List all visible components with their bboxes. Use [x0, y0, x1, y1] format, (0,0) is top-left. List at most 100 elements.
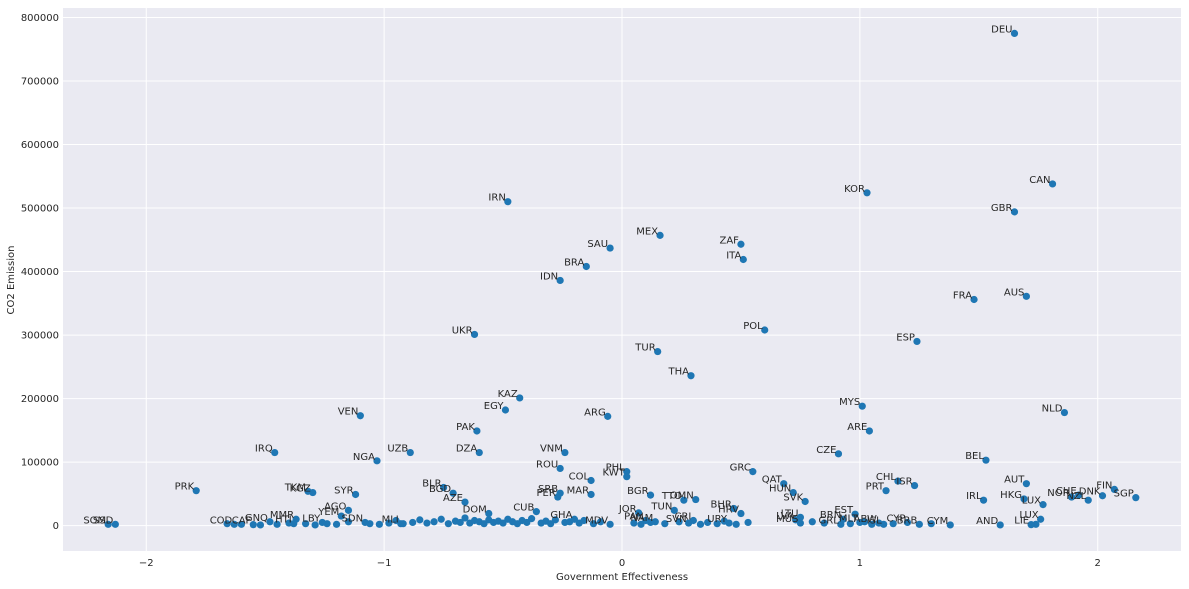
data-point: [875, 519, 883, 527]
data-point: [846, 520, 854, 528]
data-point: [737, 509, 745, 518]
data-point: [589, 520, 598, 528]
point-label: PER: [536, 488, 555, 499]
data-point: [801, 497, 809, 506]
point-label: KWT: [603, 468, 626, 479]
data-point: [903, 518, 912, 527]
data-point: [661, 520, 669, 528]
data-point: [554, 493, 562, 501]
point-label: BGD: [429, 484, 451, 495]
data-point: [882, 487, 890, 495]
point-label: VNM: [540, 444, 563, 455]
data-point: [416, 516, 424, 524]
point-label: GNQ: [245, 513, 268, 524]
data-point: [385, 519, 393, 527]
data-point: [475, 448, 483, 457]
point-label: SVK: [783, 492, 803, 503]
point-label: TUN: [650, 501, 672, 512]
data-point: [725, 519, 733, 527]
point-label: MEX: [636, 226, 658, 237]
point-label: AGO: [324, 501, 346, 512]
data-point: [858, 402, 866, 410]
point-label: HKG: [1000, 490, 1022, 501]
y-tick-label: 0: [53, 521, 59, 532]
data-point: [744, 518, 752, 527]
point-label: CZE: [816, 445, 836, 456]
data-point: [501, 406, 510, 414]
point-label: MAR: [567, 485, 589, 496]
point-label: AUS: [1004, 287, 1025, 298]
point-label: ABW: [854, 514, 877, 525]
data-point: [302, 520, 310, 528]
point-label: LUX: [1022, 496, 1041, 507]
data-point: [290, 520, 298, 528]
point-label: SYR: [334, 485, 353, 496]
point-label: NOR: [1047, 488, 1069, 499]
data-point: [223, 520, 231, 528]
data-point: [587, 476, 595, 485]
point-label: FRA: [953, 291, 972, 302]
y-tick-labels: 0 100000 200000 300000 400000 500000 600000 700…: [21, 13, 59, 532]
data-point: [927, 520, 935, 528]
y-tick-label: 500000: [21, 204, 59, 215]
data-point: [528, 515, 536, 523]
data-point: [789, 488, 797, 497]
data-point: [470, 330, 479, 339]
point-label: CAF: [232, 516, 252, 527]
data-point: [979, 496, 988, 504]
point-label: TUR: [634, 343, 655, 354]
data-point: [1048, 180, 1057, 188]
data-point: [461, 498, 469, 506]
point-label: GHA: [550, 510, 572, 521]
point-label: EGY: [484, 401, 505, 412]
data-point: [692, 495, 700, 504]
data-point: [351, 490, 360, 499]
data-point: [111, 520, 119, 528]
point-label: POL: [743, 321, 763, 332]
point-label: UKR: [452, 325, 473, 336]
point-label: IRL: [966, 491, 982, 502]
data-point: [982, 456, 990, 464]
data-point: [654, 347, 662, 356]
point-label: FIN: [1096, 480, 1112, 491]
data-point: [1037, 515, 1045, 523]
data-point: [437, 515, 445, 523]
data-point: [271, 448, 279, 457]
point-label: ESP: [896, 332, 915, 343]
y-tick-label: 600000: [21, 140, 59, 151]
point-label: BRN: [820, 510, 841, 521]
point-label: MMR: [270, 510, 294, 521]
data-point: [570, 515, 579, 523]
data-point: [642, 516, 650, 525]
point-label: SSD: [93, 515, 114, 526]
point-label: PRK: [175, 482, 195, 493]
point-label: AND: [976, 516, 998, 527]
data-point: [1084, 496, 1092, 504]
y-tick-label: 400000: [21, 267, 59, 278]
point-label: MDV: [585, 515, 608, 526]
point-label: BGR: [627, 486, 648, 497]
data-point: [687, 372, 695, 380]
point-label: MUS: [776, 514, 798, 525]
point-labels: DEU CAN KOR GBR IRN MEX ZAF SAU ITA BRA IDN AUS FRA P…: [83, 24, 1133, 527]
data-point: [1027, 521, 1035, 529]
data-point: [406, 448, 414, 457]
point-label: GRC: [730, 463, 751, 474]
point-label: ARE: [847, 422, 867, 433]
data-point: [808, 518, 816, 526]
data-point: [604, 412, 612, 420]
data-point: [761, 326, 769, 334]
point-label: BHR: [710, 499, 731, 510]
data-point: [596, 518, 605, 526]
point-label: IRN: [488, 193, 505, 204]
point-label: PAK: [456, 422, 475, 433]
point-label: MLT: [839, 513, 859, 524]
data-point: [915, 520, 923, 528]
point-label: KAZ: [498, 389, 518, 400]
data-point: [249, 521, 257, 529]
data-point: [375, 520, 383, 528]
data-point: [913, 337, 921, 346]
point-label: IRQ: [255, 444, 273, 455]
point-label: YEM: [317, 507, 339, 518]
point-label: HTI: [275, 515, 292, 526]
